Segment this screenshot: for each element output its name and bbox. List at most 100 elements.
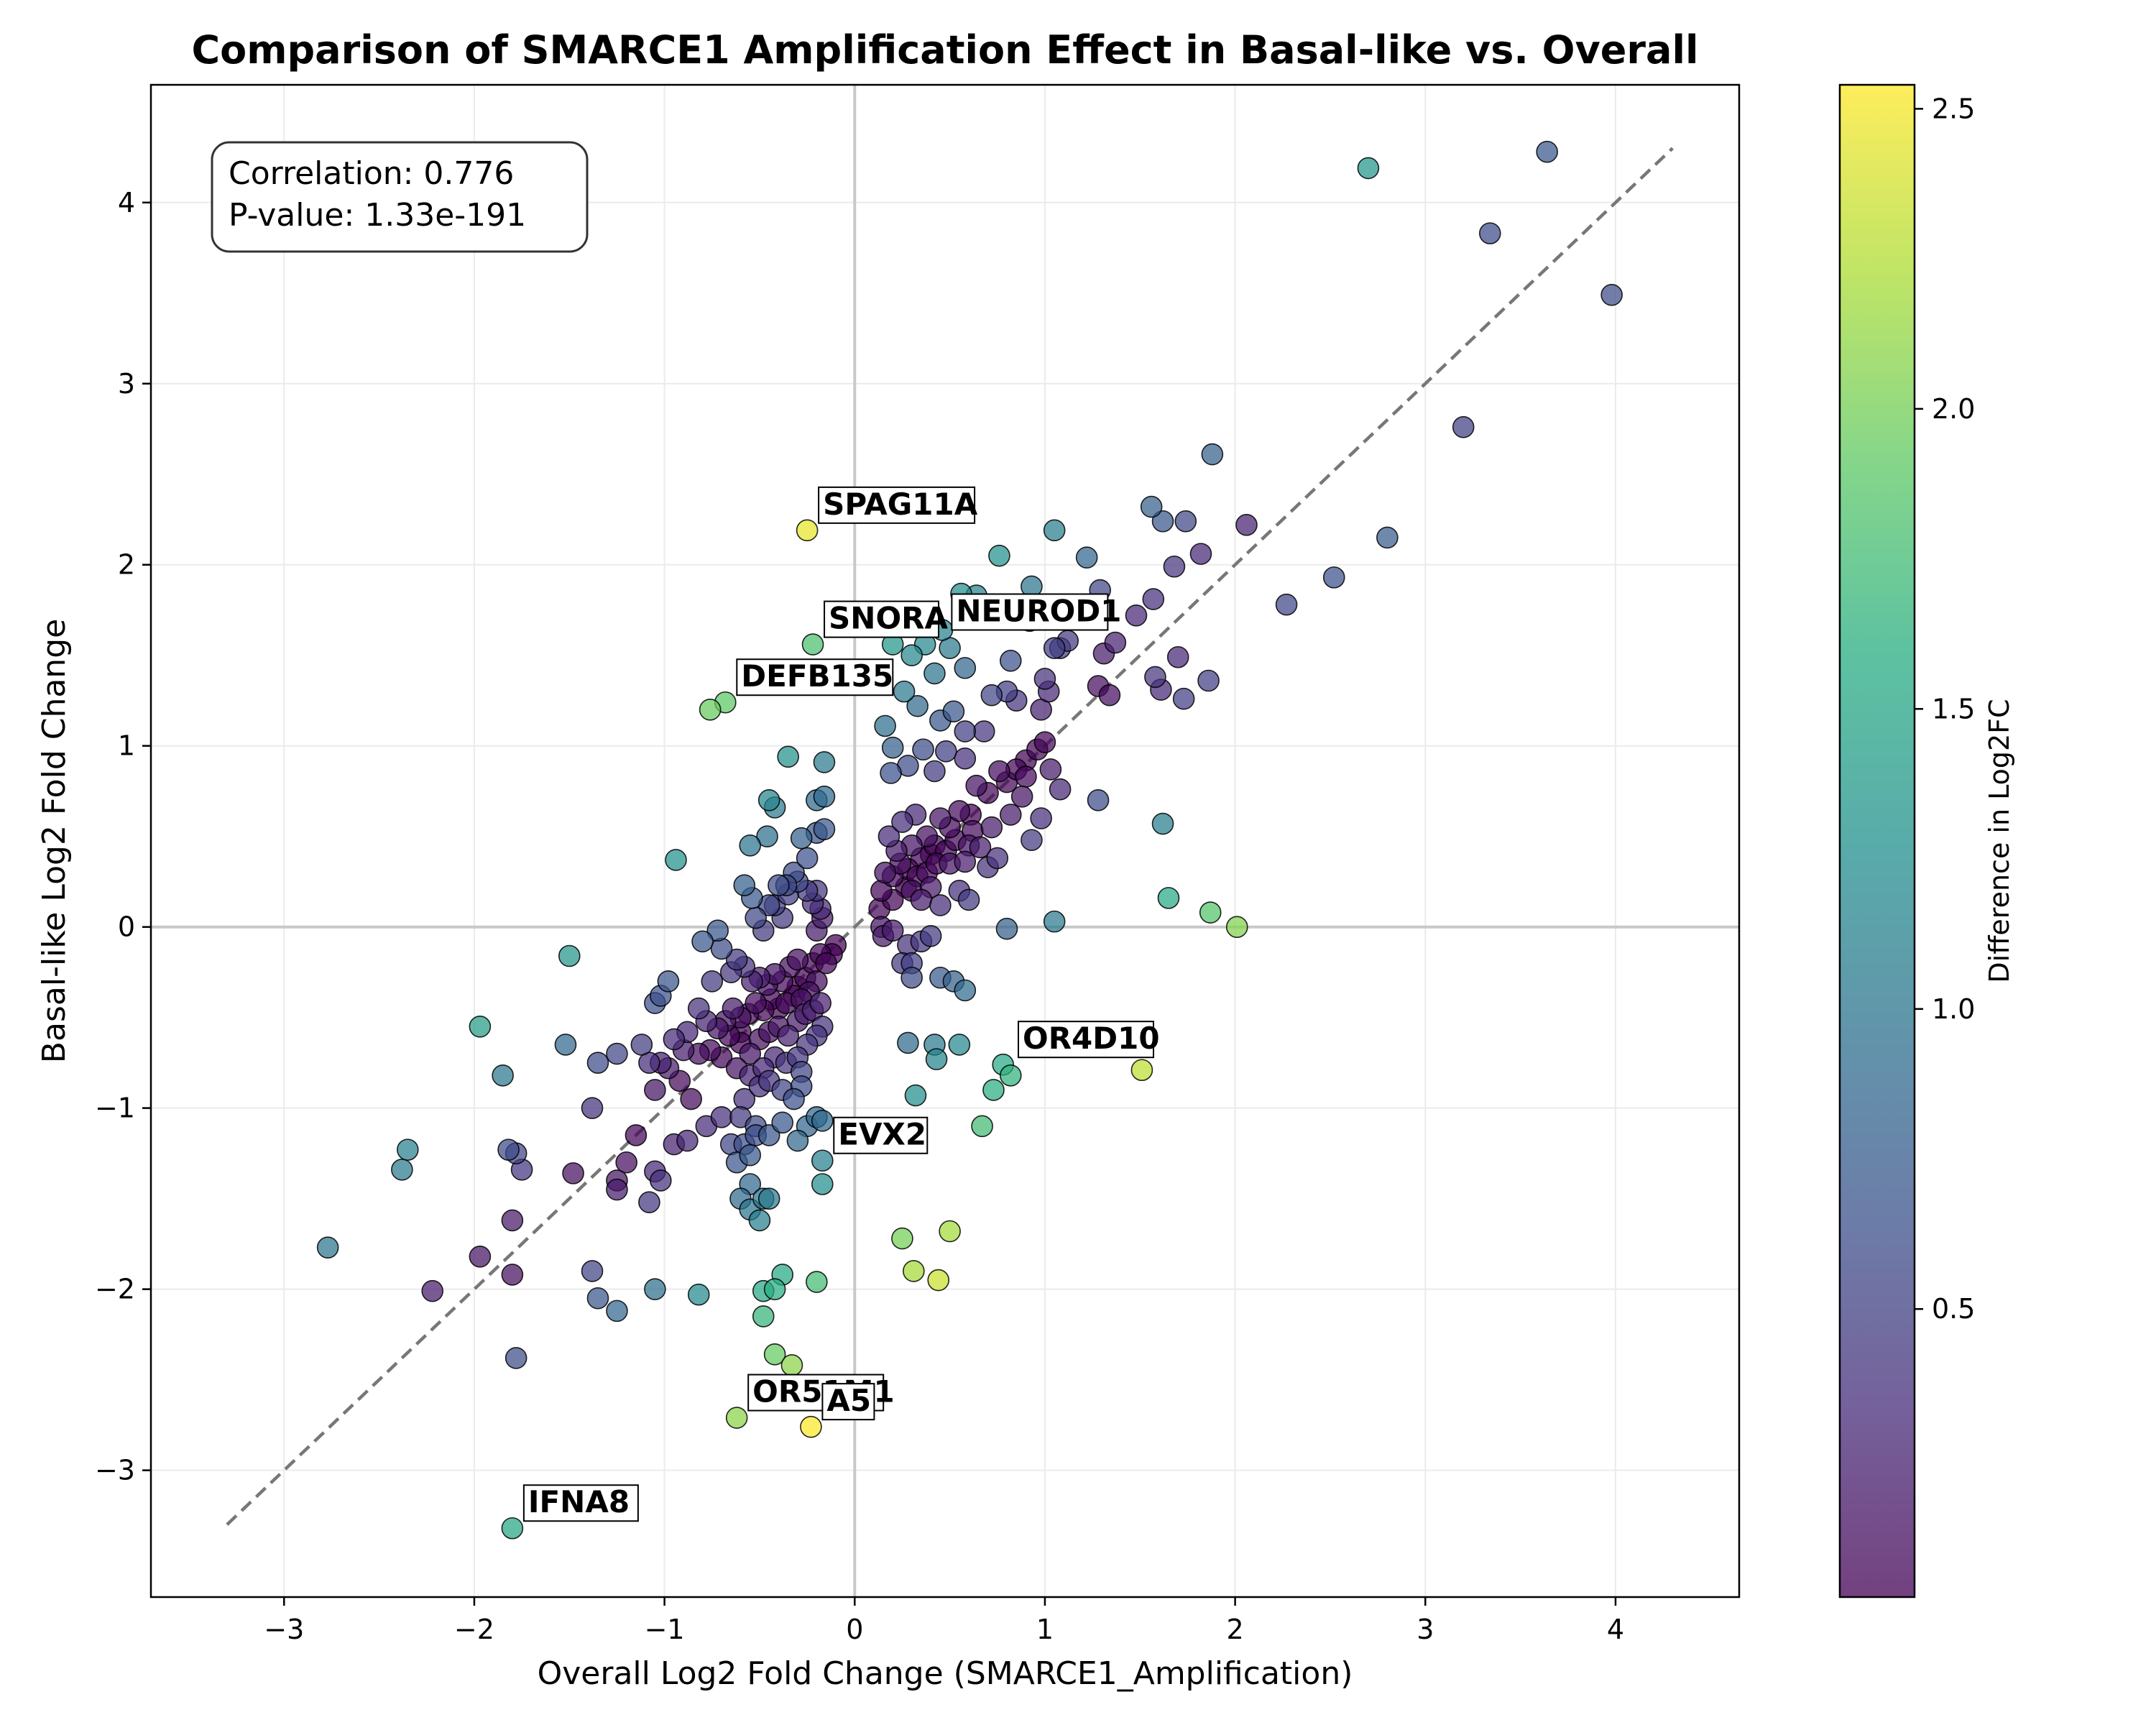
colorbar-tick-label: 2.5 [1932,93,1975,124]
data-point [739,1042,762,1065]
data-point [1322,566,1345,589]
data-point [942,700,965,723]
data-point [757,1124,780,1146]
data-point [1130,1059,1153,1082]
annotation-label: IFNA8 [528,1484,630,1519]
data-point [505,1347,528,1369]
annotation-box [736,658,894,696]
data-point [1000,804,1022,826]
data-point [809,992,831,1014]
data-point [1104,631,1127,654]
data-point [1163,555,1186,578]
data-point [581,1097,604,1119]
data-point [1225,916,1248,938]
x-tick-label: 1 [1036,1614,1054,1645]
data-point [948,800,971,822]
data-point [562,1162,584,1184]
data-point [900,644,923,667]
data-point [910,888,933,911]
data-point [948,1034,971,1056]
data-point [1275,593,1298,616]
scatter-points [316,140,1623,1540]
x-tick-label: −2 [454,1614,494,1645]
data-point [1015,765,1037,788]
data-point [763,1343,786,1366]
data-point [687,997,710,1020]
data-point [316,1236,339,1259]
data-point [796,519,819,542]
data-point [1376,526,1399,549]
data-point [665,849,687,871]
data-point [757,1187,780,1210]
data-point [1043,637,1066,659]
data-point [903,1260,925,1282]
data-point [581,1260,604,1282]
data-point [874,861,896,884]
data-point [929,894,952,916]
colorbar-tick-label: 0.5 [1932,1293,1975,1325]
data-point [757,789,780,811]
data-point [980,816,1003,839]
data-point [1199,901,1222,924]
data-point [1010,785,1033,808]
data-point [1478,222,1501,244]
data-point [777,745,799,768]
x-tick-label: 2 [1227,1614,1244,1645]
data-point [874,714,896,737]
data-point [739,834,762,857]
data-point [676,1129,699,1152]
data-point [1000,649,1022,672]
data-point [935,740,957,763]
correlation-label: Correlation: 0.776 [229,155,514,192]
data-point [630,1034,653,1056]
data-point [501,1209,524,1232]
data-point [954,720,977,742]
data-point [880,762,902,784]
data-point [768,874,790,897]
colorbar-tick-label: 1.5 [1932,693,1975,724]
data-point [957,888,980,911]
data-point [710,1105,733,1128]
colorbar-tick-label: 2.0 [1932,393,1975,425]
data-point [954,850,977,873]
data-point [811,1149,834,1172]
data-point [954,748,977,770]
data-point [745,906,767,929]
plot-frame [149,83,1741,1598]
colorbar: 0.5 1.0 1.5 2.0 2.5 Difference in Log2FC [1838,83,2015,1598]
annotation-box [833,1116,929,1154]
data-point [501,1264,524,1286]
annotation-label: A5 [826,1383,871,1418]
data-point [650,1169,672,1192]
annotation-or4d10: OR4D10 [1018,1021,1160,1059]
data-point [1043,519,1066,542]
data-point [733,874,756,897]
annotation-defb135: DEFB135 [736,658,894,696]
data-point [492,1064,514,1087]
data-point [972,720,995,742]
data-point [881,736,904,759]
y-tick-label: −3 [95,1455,135,1486]
x-tick-label: −3 [264,1614,304,1645]
annotation-label: DEFB135 [741,658,893,694]
data-point [1172,687,1195,710]
data-point [912,738,934,761]
data-point [904,1084,927,1107]
data-point [1166,645,1189,668]
data-point [923,760,946,783]
data-point [1043,910,1066,933]
data-point [1174,510,1197,533]
data-point [1033,731,1056,753]
data-point [1030,807,1052,829]
data-point [801,633,824,656]
data-point [988,544,1010,567]
data-point [586,1052,609,1074]
y-tick-label: −1 [95,1092,135,1124]
data-point [699,699,722,721]
data-point [906,694,929,717]
data-point [421,1279,444,1302]
annotation-box [1018,1021,1155,1059]
x-axis-label: Overall Log2 Fold Change (SMARCE1_Amplif… [538,1655,1353,1692]
data-point [745,992,767,1014]
data-point [1357,157,1380,180]
